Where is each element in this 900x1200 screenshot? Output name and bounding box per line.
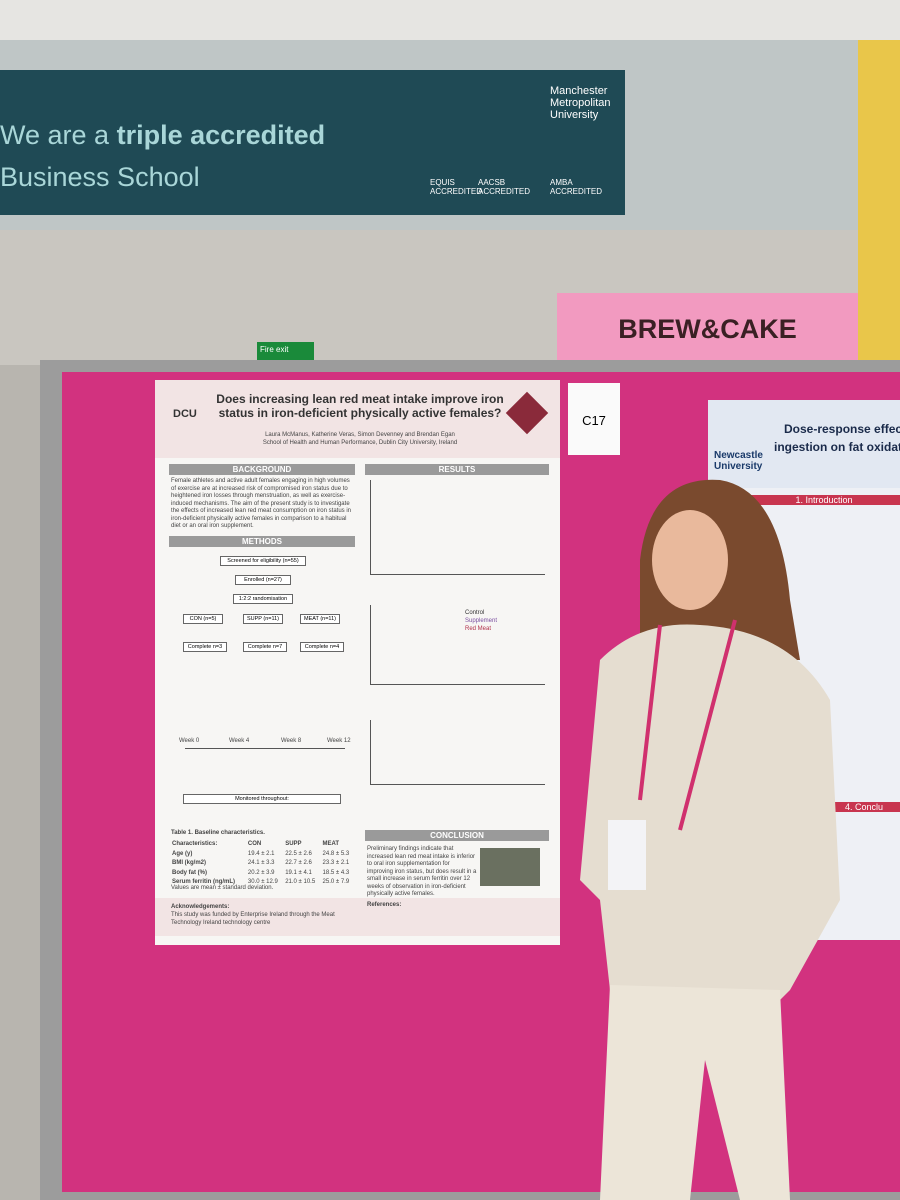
table-row: BMI (kg/m2) 24.1 ± 3.3 22.7 ± 2.6 23.3 ± 2.…: [171, 859, 355, 869]
section-heading: BACKGROUND: [169, 464, 355, 475]
right-header: [708, 400, 900, 488]
flow-box: CON (n=5): [183, 614, 223, 624]
accreditation: EQUIS ACCREDITED: [430, 178, 483, 196]
conclusion-text: Preliminary findings indicate that incre…: [367, 846, 477, 897]
flow-box: Enrolled (n=27): [235, 575, 291, 585]
table-cell: Characteristics:: [172, 841, 218, 847]
table-cell: 25.0 ± 7.9: [322, 879, 350, 885]
background-text: Female athletes and active adult females…: [171, 478, 351, 529]
section-heading: METHODS: [169, 536, 355, 547]
badge-card: [608, 820, 646, 890]
table-cell: 21.0 ± 10.5: [285, 879, 316, 885]
section-heading: RESULTS: [365, 464, 549, 475]
flow-box: Monitored throughout:: [183, 794, 341, 804]
right-section: 1. Introduction: [748, 495, 900, 505]
flow-box: Screened for eligibility (n=55): [220, 556, 306, 566]
table-cell: 22.7 ± 2.6: [285, 860, 312, 866]
table-note: Values are mean ± standard deviation.: [171, 885, 274, 891]
figure: [370, 720, 545, 785]
flow-box: Complete n=7: [243, 642, 287, 652]
flow-box: Complete n=4: [300, 642, 344, 652]
table-row: Serum ferritin (ng/mL) 30.0 ± 12.9 21.0 ± …: [171, 878, 355, 888]
banner-line1: We are a triple accredited: [0, 120, 325, 151]
ack-title: Acknowledgements:: [171, 904, 230, 910]
trousers: [600, 985, 790, 1200]
logo: DCU: [173, 408, 197, 420]
right-section: 4. Conclu: [828, 802, 900, 812]
cafe-sign: BREW&CAKE: [557, 293, 858, 365]
flow-box: SUPP (n=11): [243, 614, 283, 624]
board-label: C17: [568, 383, 620, 455]
fire-exit-sign: Fire exit: [257, 342, 314, 360]
week-label: Week 12: [327, 738, 351, 744]
ack-text: This study was funded by Enterprise Irel…: [171, 912, 335, 926]
table-cell: Serum ferritin (ng/mL): [172, 879, 236, 885]
table-caption: Table 1. Baseline characteristics.: [171, 830, 265, 836]
text: We are a: [0, 120, 110, 150]
accreditation: AMBA ACCREDITED: [550, 178, 603, 196]
ref-title: References:: [367, 902, 402, 908]
sweater: [580, 624, 840, 1000]
table-cell: 18.5 ± 4.3: [322, 869, 350, 876]
section-heading: CONCLUSION: [365, 830, 549, 841]
week-label: Week 8: [281, 738, 302, 744]
table-cell: BMI (kg/m2): [172, 860, 207, 866]
table-cell: Age (y): [172, 850, 193, 857]
table-cell: CON: [247, 841, 262, 847]
ceiling: [0, 0, 900, 40]
footer: [155, 898, 560, 936]
banner: We are a triple accredited Business Scho…: [0, 70, 625, 215]
table-cell: SUPP: [285, 841, 302, 847]
legend-entry: Control: [465, 610, 485, 616]
table-cell: 19.4 ± 2.1: [247, 850, 275, 857]
timeline: [185, 748, 345, 749]
flow-box: Complete n=3: [183, 642, 227, 652]
legend-entry: Supplement: [465, 618, 498, 624]
table-cell: MEAT: [322, 841, 340, 847]
photo: [480, 848, 540, 886]
lanyard: [638, 619, 737, 831]
poster: DCU Does increasing lean red meat intake…: [155, 380, 560, 945]
authors: Laura McManus, Katherine Veras, Simon De…: [265, 432, 455, 438]
legend-entry: Red Meat: [465, 626, 492, 632]
face: [652, 510, 728, 610]
right-title: Dose-response effect o: [784, 422, 900, 436]
poster-header: [155, 380, 560, 458]
table-cell: 24.8 ± 5.3: [322, 850, 350, 857]
banner-line2: Business School: [0, 162, 200, 192]
table-cell: Body fat (%): [172, 869, 207, 876]
table-row: Characteristics: CON SUPP MEAT: [171, 840, 355, 850]
table-cell: 24.1 ± 3.3: [247, 860, 275, 866]
affiliation: School of Health and Human Performance, …: [262, 440, 458, 446]
flow-box: 1:2:2 randomisation: [233, 594, 293, 604]
table-row: Body fat (%) 20.2 ± 3.9 19.1 ± 4.1 18.5 ± 4…: [171, 869, 355, 879]
week-label: Week 0: [179, 738, 200, 744]
table-cell: 19.1 ± 4.1: [285, 869, 312, 876]
accreditation: AACSB ACCREDITED: [478, 178, 531, 196]
poster-title: Does increasing lean red meat intake imp…: [216, 392, 504, 420]
right-title: ingestion on fat oxidatio: [774, 440, 900, 454]
baseline-table: Characteristics: CON SUPP MEAT Age (y) 19.4 ±…: [171, 840, 355, 888]
table-cell: 23.3 ± 2.1: [322, 860, 350, 866]
table-cell: 20.2 ± 3.9: [247, 869, 275, 876]
text: triple accredited: [116, 120, 326, 150]
table-cell: 22.5 ± 2.6: [285, 850, 312, 857]
right-wall: [858, 40, 900, 365]
university-logo: Manchester Metropolitan University: [550, 85, 611, 121]
table-cell: 30.0 ± 12.9: [247, 879, 278, 885]
figure: [370, 480, 545, 575]
right-logo: Newcastle University: [714, 450, 763, 472]
table-row: Age (y) 19.4 ± 2.1 22.5 ± 2.6 24.8 ± 5.3: [171, 850, 355, 860]
figure: [370, 605, 545, 685]
flow-box: MEAT (n=11): [300, 614, 340, 624]
week-label: Week 4: [229, 738, 250, 744]
